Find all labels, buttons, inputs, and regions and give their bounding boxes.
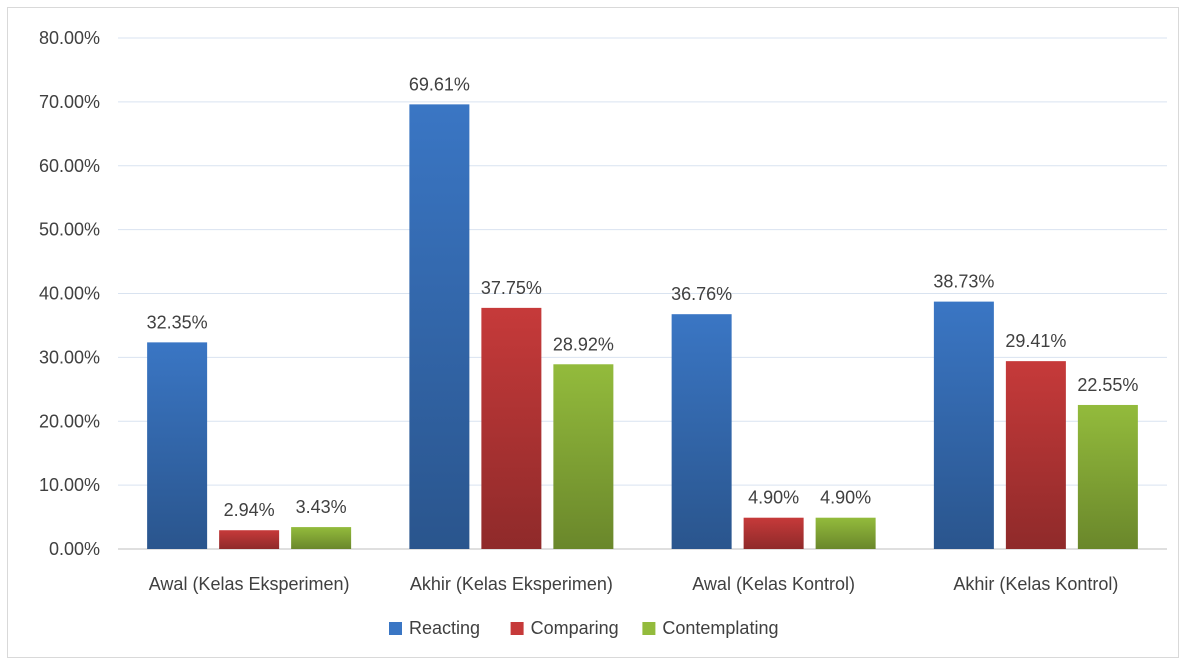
data-label: 4.90% (748, 488, 799, 508)
legend-label: Comparing (531, 618, 619, 638)
bar-comparing (219, 530, 280, 549)
data-labels: 32.35% 2.94% 3.43% 69.61% 37.75% 28.92% 36.76%… (147, 74, 1139, 520)
data-label: 32.35% (147, 312, 208, 332)
y-tick-label: 40.00% (39, 284, 100, 304)
bar-reacting (409, 104, 470, 550)
bar-comparing (1005, 361, 1066, 549)
x-axis-ticks: Awal (Kelas Eksperimen) Akhir (Kelas Eksp… (149, 574, 1119, 594)
data-label: 29.41% (1005, 331, 1066, 351)
bar-reacting (671, 314, 732, 549)
legend-label: Contemplating (662, 618, 778, 638)
data-label: 38.73% (933, 272, 994, 292)
legend-swatch-contemplating (642, 622, 656, 635)
x-tick-label: Awal (Kelas Eksperimen) (149, 574, 350, 594)
legend-swatch-reacting (389, 622, 402, 635)
bar-reacting (933, 301, 994, 549)
legend-label: Reacting (409, 618, 480, 638)
x-tick-label: Akhir (Kelas Kontrol) (953, 574, 1118, 594)
bar-contemplating (553, 364, 614, 549)
bar-comparing (743, 517, 804, 549)
data-label: 3.43% (296, 497, 347, 517)
x-tick-label: Akhir (Kelas Eksperimen) (410, 574, 613, 594)
data-label: 22.55% (1077, 375, 1138, 395)
bar-comparing (481, 307, 542, 549)
data-label: 28.92% (553, 334, 614, 354)
y-axis-ticks: 0.00% 10.00% 20.00% 30.00% 40.00% 50.00% 60.00… (39, 28, 100, 559)
bar-contemplating (1077, 404, 1138, 549)
y-tick-label: 80.00% (39, 28, 100, 48)
y-tick-label: 70.00% (39, 92, 100, 112)
legend: Reacting Comparing Contemplating (389, 618, 778, 638)
legend-swatch-comparing (510, 622, 524, 635)
bar-contemplating (291, 527, 352, 549)
bar-contemplating (815, 517, 876, 549)
y-tick-label: 30.00% (39, 347, 100, 367)
data-label: 37.75% (481, 278, 542, 298)
y-tick-label: 20.00% (39, 411, 100, 431)
y-tick-label: 10.00% (39, 475, 100, 495)
data-label: 69.61% (409, 74, 470, 94)
y-tick-label: 0.00% (49, 539, 100, 559)
data-label: 36.76% (671, 284, 732, 304)
bars (147, 104, 1138, 550)
x-tick-label: Awal (Kelas Kontrol) (692, 574, 855, 594)
data-label: 4.90% (820, 488, 871, 508)
bar-reacting (147, 342, 208, 549)
y-tick-label: 50.00% (39, 220, 100, 240)
data-label: 2.94% (224, 500, 275, 520)
y-tick-label: 60.00% (39, 156, 100, 176)
